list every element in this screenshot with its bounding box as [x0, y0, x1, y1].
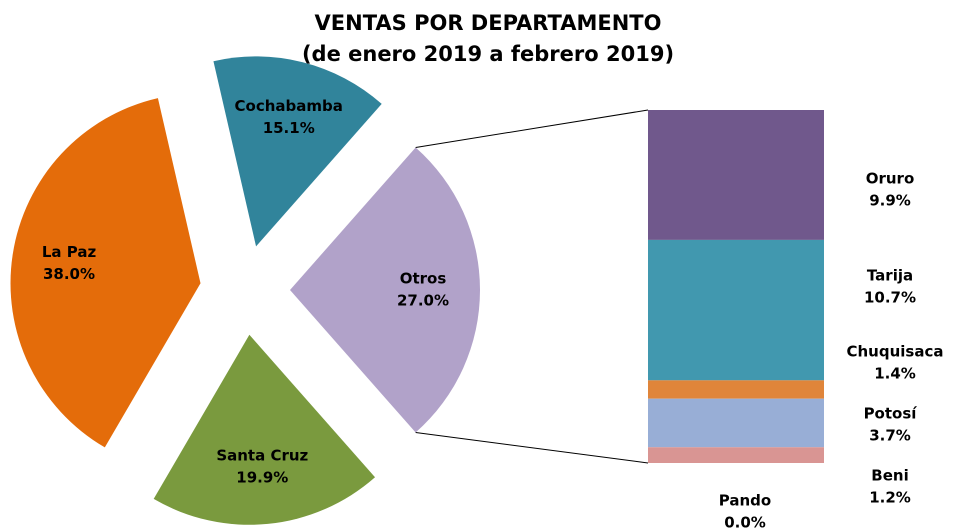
pie-slice — [290, 147, 480, 433]
slice-value-label: 38.0% — [43, 265, 95, 283]
bar-segment — [648, 398, 824, 448]
bar-label: Potosí — [864, 405, 918, 423]
bar-label: Pando — [719, 492, 771, 510]
bar-value-label: 9.9% — [869, 192, 911, 210]
connector-line — [415, 109, 649, 148]
pie-slice — [213, 56, 382, 247]
bar-label: Beni — [871, 467, 908, 485]
bar-label: Oruro — [866, 170, 915, 188]
slice-value-label: 27.0% — [397, 292, 449, 310]
bar-segment — [648, 110, 824, 240]
chart-subtitle: (de enero 2019 a febrero 2019) — [302, 42, 674, 66]
bar-value-label: 1.4% — [874, 365, 916, 383]
bar-value-label: 3.7% — [869, 427, 911, 445]
pie-slice — [153, 334, 376, 525]
bar-value-label: 10.7% — [864, 289, 916, 307]
bar-value-label: 1.2% — [869, 489, 911, 507]
bar-label: Tarija — [867, 267, 913, 285]
bar-segment — [648, 380, 824, 399]
slice-value-label: 15.1% — [263, 119, 315, 137]
slice-label: Otros — [400, 270, 447, 288]
slice-label: Cochabamba — [235, 97, 343, 115]
connector-line — [415, 432, 649, 464]
pie-slice — [10, 98, 201, 448]
slice-label: La Paz — [42, 243, 97, 261]
bar-segment — [648, 239, 824, 381]
bar-value-label: 0.0% — [724, 514, 766, 531]
slice-label: Santa Cruz — [216, 447, 308, 465]
bar-segment — [648, 447, 824, 463]
bar-label: Chuquisaca — [847, 343, 944, 361]
chart-title: VENTAS POR DEPARTAMENTO — [315, 11, 662, 35]
slice-value-label: 19.9% — [236, 469, 288, 487]
